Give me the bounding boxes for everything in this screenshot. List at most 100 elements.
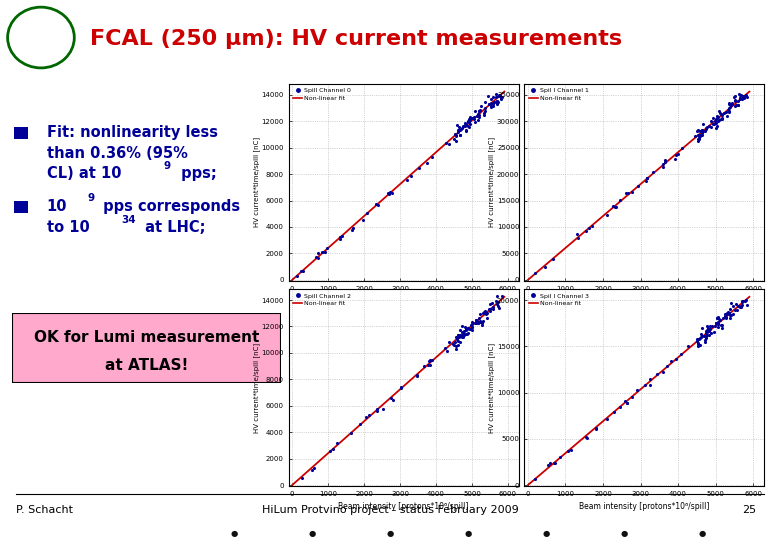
Point	[651, 370, 663, 379]
Point	[620, 189, 633, 198]
Point	[469, 106, 481, 115]
Point	[586, 222, 598, 231]
Point	[473, 316, 486, 325]
Point	[495, 94, 507, 103]
Point	[296, 266, 309, 275]
Point	[538, 262, 551, 271]
Point	[458, 330, 470, 339]
Point	[741, 92, 753, 101]
Text: 25: 25	[743, 505, 757, 515]
Point	[491, 299, 504, 308]
Point	[477, 319, 489, 327]
Point	[473, 310, 486, 319]
Point	[376, 404, 388, 413]
Point	[487, 305, 499, 314]
Point	[721, 309, 733, 318]
Point	[696, 126, 708, 134]
Point	[722, 308, 735, 317]
Point	[456, 332, 468, 341]
Point	[614, 403, 626, 412]
Point	[640, 381, 652, 390]
Point	[712, 106, 725, 115]
Point	[458, 329, 470, 338]
Point	[449, 137, 462, 145]
Point	[619, 397, 631, 406]
Point	[737, 297, 750, 306]
Point	[463, 116, 475, 125]
Point	[401, 176, 413, 185]
Point	[701, 326, 714, 335]
Point	[694, 131, 707, 139]
Point	[704, 325, 716, 333]
Point	[668, 154, 681, 163]
Point	[479, 104, 491, 112]
Point	[738, 91, 750, 100]
Text: ●: ●	[308, 529, 316, 538]
Text: at LHC;: at LHC;	[140, 220, 206, 235]
Point	[413, 163, 426, 172]
Point	[383, 190, 395, 198]
Point	[691, 337, 704, 346]
Point	[725, 310, 737, 319]
Point	[449, 341, 462, 350]
Point	[461, 325, 473, 333]
Point	[470, 315, 483, 324]
Point	[493, 91, 505, 99]
Point	[656, 159, 668, 168]
Point	[739, 91, 751, 100]
Point	[334, 234, 346, 243]
Point	[450, 131, 463, 140]
Point	[711, 122, 723, 130]
Point	[658, 155, 671, 164]
Text: at ATLAS!: at ATLAS!	[105, 359, 188, 373]
Point	[601, 211, 613, 219]
Text: ●: ●	[464, 529, 472, 538]
Point	[729, 102, 741, 110]
Point	[670, 354, 682, 363]
Point	[723, 104, 736, 112]
Point	[626, 188, 639, 197]
Point	[728, 92, 740, 101]
Point	[736, 296, 748, 305]
Point	[473, 113, 485, 122]
Point	[482, 99, 495, 108]
Point	[581, 434, 594, 442]
Point	[732, 97, 744, 105]
Point	[693, 134, 705, 143]
Point	[453, 126, 466, 134]
Point	[462, 122, 474, 131]
Point	[712, 313, 725, 321]
Point	[345, 429, 357, 437]
Point	[548, 458, 561, 467]
Point	[473, 318, 486, 326]
Point	[453, 331, 466, 340]
Point	[709, 322, 722, 330]
Point	[457, 333, 470, 341]
Point	[707, 114, 719, 123]
Point	[710, 114, 722, 123]
Point	[453, 332, 466, 341]
Point	[495, 292, 508, 301]
Point	[470, 315, 483, 324]
Point	[717, 314, 729, 322]
Point	[336, 232, 349, 240]
Point	[707, 120, 719, 129]
Point	[739, 295, 752, 304]
Point	[484, 103, 497, 111]
Point	[601, 415, 613, 423]
Point	[472, 317, 484, 326]
Point	[448, 135, 460, 144]
Point	[691, 126, 704, 135]
Point	[711, 314, 723, 322]
Point	[466, 318, 478, 326]
Point	[546, 254, 558, 263]
Point	[472, 112, 484, 120]
Point	[732, 301, 744, 310]
Point	[473, 318, 486, 326]
Point	[417, 362, 430, 370]
Point	[703, 327, 715, 335]
Point	[491, 97, 504, 106]
Point	[371, 200, 384, 209]
Point	[692, 125, 704, 134]
Point	[447, 340, 459, 348]
